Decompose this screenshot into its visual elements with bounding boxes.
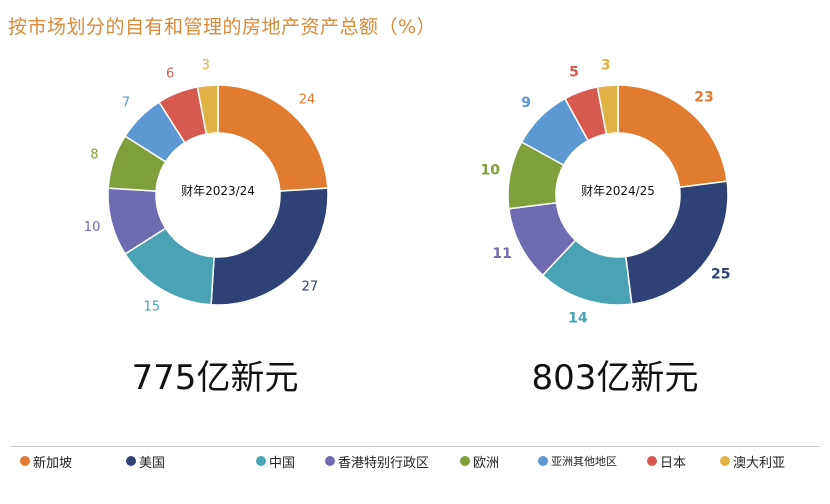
legend-label: 美国 [139,455,166,471]
legend-item-singapore: 新加坡 [20,452,73,471]
legend-swatch [538,456,548,466]
legend-item-europe: 欧洲 [460,452,500,471]
legend-divider [10,446,820,447]
donut-slice [617,84,728,189]
total-fy2024: 803亿新元 [531,358,699,398]
data-label: 6 [166,67,174,82]
donut-chart-1: 23 25 14 11 10 9 5 3 财年2024/25 [481,58,731,327]
legend-swatch [647,456,657,466]
legend-swatch [256,456,266,466]
legend-label: 香港特别行政区 [338,455,430,471]
legend-label: 欧洲 [473,455,500,471]
legend-item-usa: 美国 [126,452,166,471]
data-label: 15 [144,299,161,314]
data-label: 9 [521,95,531,111]
chart-title: 按市场划分的自有和管理的房地产资产总额（%） [8,16,437,38]
donut-slice [624,180,729,305]
data-label: 10 [481,163,501,179]
legend-swatch [720,456,730,466]
data-label: 8 [90,147,98,162]
total-fy2023: 775亿新元 [131,358,299,398]
donut-charts: 24 27 15 10 8 7 6 3 财年2023/24 23 25 14 11 10 9 5 3 财年2024… [84,58,731,327]
donut-slice [596,84,619,135]
data-label: 3 [202,58,210,73]
data-label: 23 [694,89,713,105]
legend: 新加坡 美国 中国 香港特别行政区 欧洲 亚洲其他地区 日本 澳大利亚 [20,452,820,472]
legend-label: 亚洲其他地区 [551,455,617,468]
data-label: 3 [601,58,611,74]
legend-label: 日本 [660,455,687,471]
data-label: 11 [492,246,511,262]
donut-slice [196,84,219,135]
data-label: 25 [711,267,730,283]
data-label: 5 [569,65,579,81]
donut-center-label: 财年2023/24 [181,184,255,198]
data-label: 27 [302,279,319,294]
legend-item-china: 中国 [256,452,296,471]
legend-label: 澳大利亚 [733,455,786,471]
legend-label: 中国 [269,455,296,471]
legend-item-other-asia: 亚洲其他地区 [538,452,617,470]
donut-slice [210,187,329,306]
legend-swatch [20,456,30,466]
legend-label: 新加坡 [33,455,73,471]
data-label: 24 [299,93,316,108]
donut-center-label: 财年2024/25 [581,184,655,198]
donut-chart-0: 24 27 15 10 8 7 6 3 财年2023/24 [84,58,329,314]
legend-swatch [460,456,470,466]
data-label: 14 [568,311,588,327]
data-label: 10 [84,220,101,235]
legend-swatch [325,456,335,466]
data-label: 7 [122,96,130,111]
legend-swatch [126,456,136,466]
legend-item-japan: 日本 [647,452,687,471]
legend-item-australia: 澳大利亚 [720,452,786,471]
legend-item-hong-kong: 香港特别行政区 [325,452,430,471]
